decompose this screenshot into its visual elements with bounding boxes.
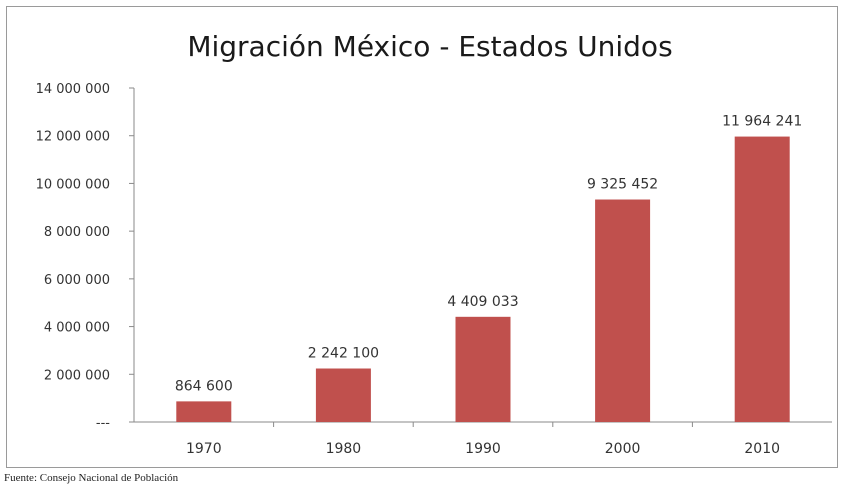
y-tick-label: 12 000 000 — [36, 130, 110, 145]
y-tick-label: 8 000 000 — [44, 225, 110, 240]
data-label: 2 242 100 — [308, 346, 379, 362]
bar — [734, 136, 790, 423]
y-tick-label: 14 000 000 — [36, 82, 110, 97]
x-tick-label: 2010 — [744, 441, 780, 457]
bar-chart: Migración México - Estados Unidos --- 2 0… — [36, 30, 832, 457]
y-tick-label: 2 000 000 — [44, 368, 110, 383]
chart-title: Migración México - Estados Unidos — [187, 30, 672, 63]
bar — [315, 368, 371, 422]
y-tick-label: --- — [96, 416, 110, 431]
x-tick-label: 1990 — [465, 441, 501, 457]
chart-frame — [6, 6, 838, 468]
bar — [455, 316, 511, 422]
data-label: 11 964 241 — [722, 114, 802, 130]
y-tick-label: 4 000 000 — [44, 321, 110, 336]
y-tick-label: 6 000 000 — [44, 273, 110, 288]
bar — [176, 401, 232, 422]
source-note: Fuente: Consejo Nacional de Población — [4, 472, 179, 484]
x-tick-label: 2000 — [605, 441, 641, 457]
data-label: 864 600 — [175, 378, 233, 394]
data-label: 9 325 452 — [587, 177, 658, 193]
x-tick-label: 1970 — [186, 441, 222, 457]
data-label: 4 409 033 — [447, 294, 518, 310]
bar — [595, 199, 651, 422]
y-tick-label: 10 000 000 — [36, 177, 110, 192]
x-tick-label: 1980 — [326, 441, 362, 457]
